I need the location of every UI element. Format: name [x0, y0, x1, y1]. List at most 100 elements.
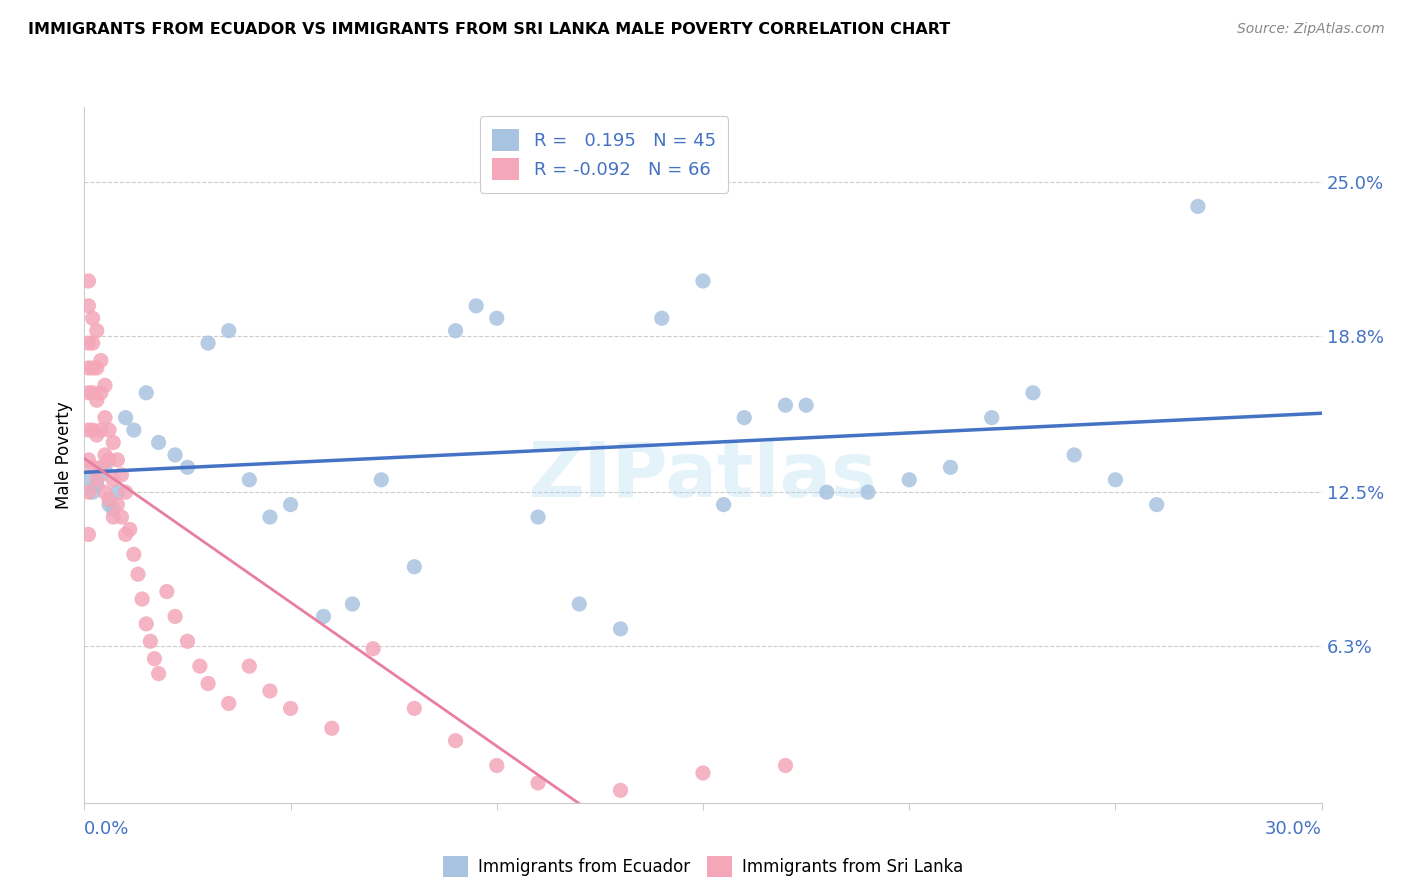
Point: [485, 311, 508, 326]
Point: [82, 385, 104, 400]
Point: [176, 634, 198, 648]
Point: [404, 701, 426, 715]
Point: [77, 361, 100, 376]
Point: [90, 353, 112, 368]
Point: [465, 299, 488, 313]
Point: [98, 423, 121, 437]
Point: [218, 697, 240, 711]
Point: [82, 423, 104, 437]
Point: [86, 477, 108, 491]
Point: [77, 299, 100, 313]
Point: [94, 460, 117, 475]
Point: [651, 311, 673, 326]
Point: [77, 527, 100, 541]
Point: [444, 324, 467, 338]
Point: [103, 510, 125, 524]
Point: [1022, 385, 1045, 400]
Point: [980, 410, 1002, 425]
Point: [527, 776, 550, 790]
Point: [105, 498, 128, 512]
Point: [527, 510, 550, 524]
Point: [218, 324, 240, 338]
Point: [238, 659, 260, 673]
Point: [856, 485, 879, 500]
Text: IMMIGRANTS FROM ECUADOR VS IMMIGRANTS FROM SRI LANKA MALE POVERTY CORRELATION CH: IMMIGRANTS FROM ECUADOR VS IMMIGRANTS FR…: [28, 22, 950, 37]
Legend: Immigrants from Ecuador, Immigrants from Sri Lanka: Immigrants from Ecuador, Immigrants from…: [434, 848, 972, 885]
Point: [94, 410, 117, 425]
Point: [110, 510, 132, 524]
Point: [775, 758, 797, 772]
Point: [105, 485, 128, 500]
Point: [342, 597, 364, 611]
Point: [568, 597, 591, 611]
Point: [86, 428, 108, 442]
Point: [90, 467, 112, 482]
Point: [105, 453, 128, 467]
Point: [90, 385, 112, 400]
Point: [733, 410, 755, 425]
Point: [165, 609, 187, 624]
Point: [98, 492, 121, 507]
Point: [131, 592, 153, 607]
Point: [82, 336, 104, 351]
Point: [444, 733, 467, 747]
Point: [86, 393, 108, 408]
Point: [77, 336, 100, 351]
Point: [98, 498, 121, 512]
Point: [82, 485, 104, 500]
Point: [82, 460, 104, 475]
Text: Source: ZipAtlas.com: Source: ZipAtlas.com: [1237, 22, 1385, 37]
Point: [82, 311, 104, 326]
Point: [370, 473, 392, 487]
Point: [77, 423, 100, 437]
Point: [86, 361, 108, 376]
Point: [794, 398, 817, 412]
Point: [176, 460, 198, 475]
Point: [188, 659, 211, 673]
Point: [259, 684, 281, 698]
Y-axis label: Male Poverty: Male Poverty: [55, 401, 73, 508]
Point: [77, 473, 100, 487]
Point: [139, 634, 162, 648]
Point: [122, 423, 145, 437]
Point: [312, 609, 335, 624]
Point: [98, 453, 121, 467]
Point: [361, 641, 384, 656]
Point: [77, 485, 100, 500]
Point: [259, 510, 281, 524]
Point: [280, 498, 302, 512]
Point: [135, 616, 157, 631]
Point: [165, 448, 187, 462]
Point: [692, 766, 714, 780]
Point: [86, 324, 108, 338]
Point: [156, 584, 179, 599]
Point: [122, 547, 145, 561]
Point: [321, 721, 343, 735]
Point: [103, 435, 125, 450]
Point: [939, 460, 962, 475]
Point: [609, 622, 631, 636]
Point: [898, 473, 921, 487]
Point: [148, 666, 170, 681]
Point: [82, 361, 104, 376]
Point: [280, 701, 302, 715]
Point: [1146, 498, 1168, 512]
Point: [86, 473, 108, 487]
Point: [1104, 473, 1126, 487]
Point: [114, 485, 136, 500]
Text: 0.0%: 0.0%: [84, 820, 129, 838]
Point: [94, 448, 117, 462]
Point: [148, 435, 170, 450]
Text: 30.0%: 30.0%: [1265, 820, 1322, 838]
Point: [114, 410, 136, 425]
Point: [114, 527, 136, 541]
Point: [197, 336, 219, 351]
Point: [485, 758, 508, 772]
Point: [404, 559, 426, 574]
Point: [609, 783, 631, 797]
Point: [118, 523, 141, 537]
Point: [94, 485, 117, 500]
Point: [1063, 448, 1085, 462]
Point: [135, 385, 157, 400]
Point: [110, 467, 132, 482]
